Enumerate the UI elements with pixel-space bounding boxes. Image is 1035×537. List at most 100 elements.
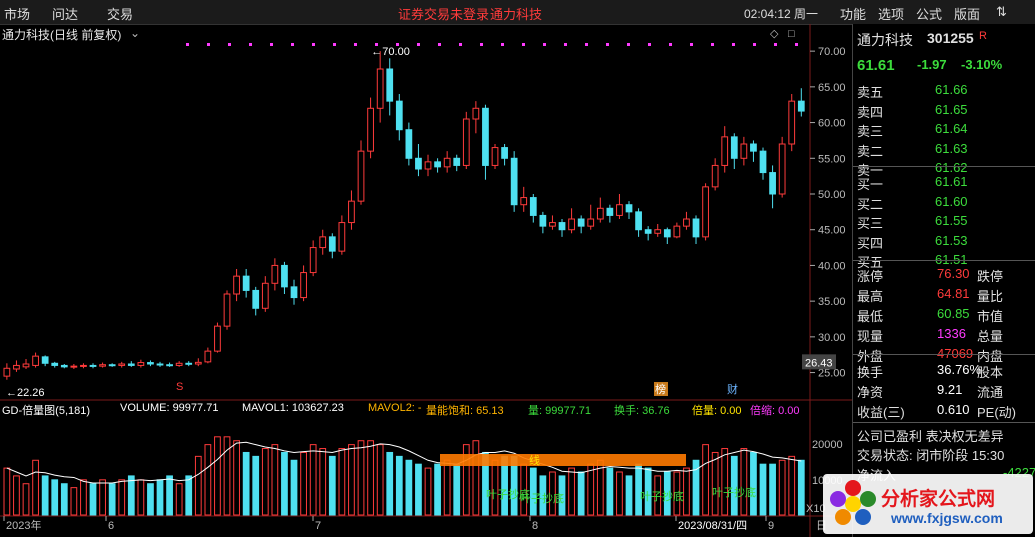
saturation-band (440, 454, 686, 466)
candle-body (654, 229, 662, 234)
event-mark-fin: 财 (727, 382, 738, 396)
candle-body (137, 362, 145, 366)
stat-value: 64.81 (937, 286, 970, 301)
volume-bar (252, 455, 260, 516)
signal-dot (606, 43, 609, 46)
volume-bar (778, 459, 786, 516)
volume-bar (290, 459, 298, 516)
indicator-saturation: 量能饱和: 65.13 (426, 405, 504, 417)
x-axis-label: 9 (768, 520, 774, 532)
candle-body (453, 157, 461, 166)
volume-bar (118, 479, 126, 516)
candle-body (415, 157, 422, 170)
menu-market[interactable]: 市场 (4, 7, 31, 22)
y-tick-label: 55.00 (818, 153, 846, 165)
menu-trade[interactable]: 交易 (107, 7, 134, 22)
signal-dot (354, 43, 357, 46)
annotation-leaf-buy: 叶子抄底 (712, 485, 756, 499)
last-price: 61.61 (857, 57, 895, 74)
volume-bar (797, 459, 805, 516)
stat-value: 76.30 (937, 266, 970, 281)
y-tick-label: 50.00 (818, 189, 846, 201)
ask-price: 61.62 (935, 160, 968, 175)
volume-bar (539, 475, 547, 516)
candle-body (13, 364, 20, 370)
signal-dot (375, 43, 378, 46)
y-tick-label: 45.00 (818, 225, 846, 237)
watermark-logo: 分析家公式网 www.fxjgsw.com (823, 474, 1033, 534)
candle-body (462, 118, 470, 166)
menu-wenda[interactable]: 问达 (52, 7, 79, 22)
candle-body (539, 214, 547, 227)
login-notice[interactable]: 证券交易未登录 (398, 7, 490, 22)
candle-body (348, 200, 355, 224)
clock: 02:04:12 周一 (744, 7, 819, 21)
ask-label: 卖五 (857, 85, 884, 100)
volume-bar (300, 451, 307, 516)
candle-body (328, 236, 336, 252)
candle-body (587, 218, 595, 227)
candle-body (558, 222, 566, 231)
volume-bar (147, 483, 154, 516)
candlestick-chart[interactable]: 70.00 65.00 60.00 55.00 50.00 45.00 40.00 35.00… (0, 24, 852, 537)
volume-bar (750, 451, 757, 516)
volume-bar (338, 448, 346, 516)
volume-bar (194, 455, 202, 516)
candle-body (233, 275, 240, 295)
y-tick-label: 35.00 (818, 296, 846, 308)
signal-dot (396, 43, 399, 46)
volume-bar (261, 448, 269, 516)
volume-bar (204, 444, 212, 516)
volume-bar (730, 455, 738, 516)
volume-bar (616, 471, 623, 516)
pin-icon[interactable]: ⇅ (996, 4, 1007, 19)
bid-label: 买五 (857, 255, 884, 270)
candle-body (750, 143, 757, 152)
volume-bar (271, 444, 279, 516)
signal-dot (774, 43, 777, 46)
candle-body (443, 157, 451, 168)
volume-bar (472, 440, 480, 516)
candle-body (721, 136, 729, 166)
candle-body (405, 129, 413, 159)
signal-dot (207, 43, 210, 46)
candle-body (692, 218, 700, 238)
candle-body (185, 362, 193, 365)
candle-body (577, 218, 585, 227)
menu-options[interactable]: 选项 (878, 7, 905, 22)
y-tick-label: 40.00 (818, 260, 846, 272)
candle-body (788, 100, 796, 145)
candle-body (281, 264, 288, 288)
volume-bar (683, 467, 690, 516)
annotation-leaf-buy: 叶子抄底 (520, 491, 564, 505)
signal-dot (186, 43, 189, 46)
candle-body (778, 143, 786, 195)
stat2-label: 换手 (857, 365, 884, 380)
signal-dot (564, 43, 567, 46)
signal-dot (732, 43, 735, 46)
stock-link[interactable]: 通力科技 (490, 7, 543, 22)
candle-body (395, 100, 403, 131)
candle-body (3, 367, 11, 377)
bid-price: 61.60 (935, 193, 968, 209)
signal-dot (270, 43, 273, 46)
menu-formula[interactable]: 公式 (916, 7, 943, 22)
candle-body (424, 161, 432, 170)
x-axis-label: 6 (108, 520, 114, 532)
volume-bar (443, 459, 451, 516)
volume-bar (702, 444, 709, 516)
bid-label: 买二 (857, 196, 884, 212)
volume-bar (568, 467, 575, 516)
panel-divider (853, 260, 1035, 261)
y-tick-label: 25.00 (818, 368, 846, 380)
stat-label-2: 内盘 (977, 349, 1004, 364)
menu-function[interactable]: 功能 (840, 7, 867, 22)
volume-bar (3, 467, 11, 516)
window-icon: □ (788, 28, 795, 40)
menu-layout[interactable]: 版面 (954, 7, 981, 22)
candle-body (338, 222, 346, 252)
volume-bar (654, 475, 662, 516)
candle-body (175, 362, 183, 366)
volume-bar (80, 479, 87, 516)
top-menubar: 市场 问达 交易 证券交易未登录 通力科技 02:04:12 周一 功能 选项 … (0, 0, 1035, 25)
